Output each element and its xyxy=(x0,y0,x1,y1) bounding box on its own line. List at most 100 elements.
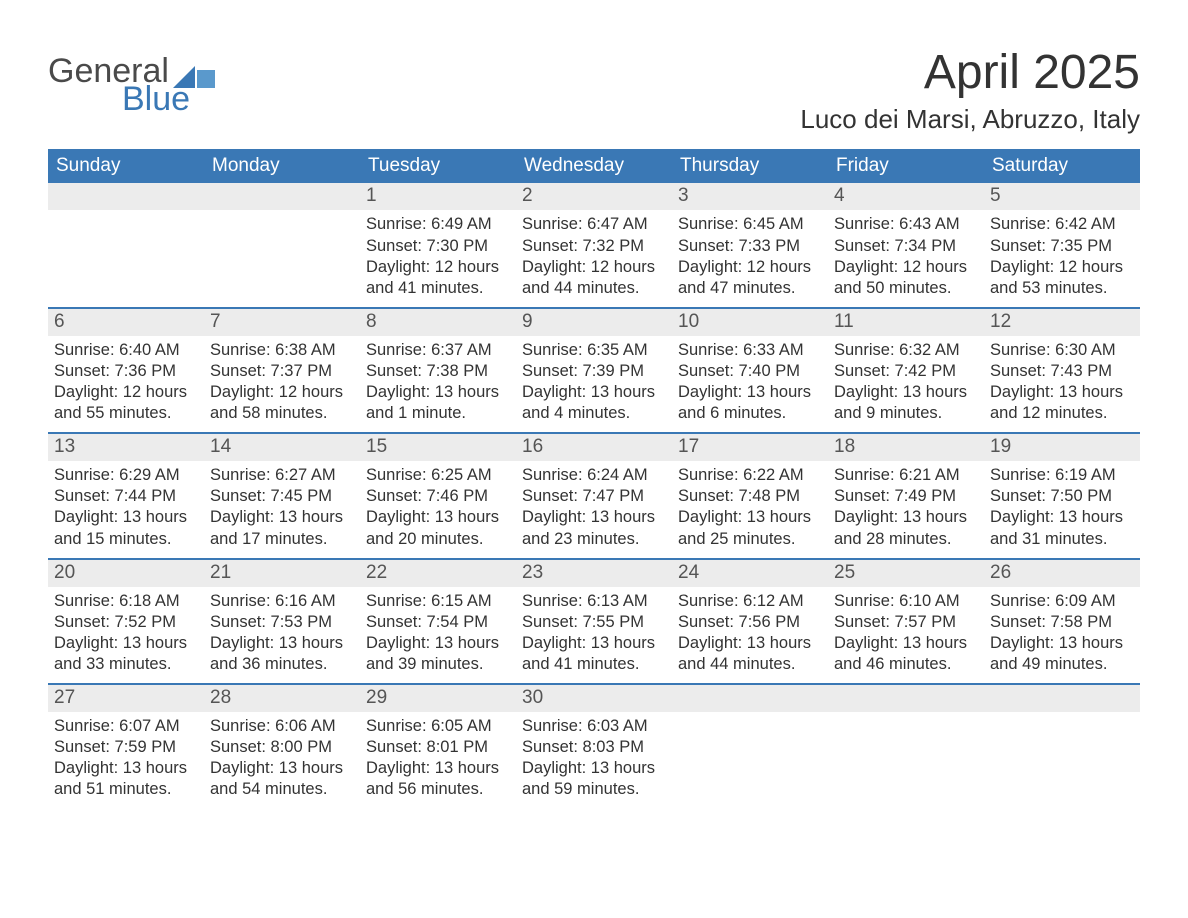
calendar-day: 27Sunrise: 6:07 AMSunset: 7:59 PMDayligh… xyxy=(48,685,204,808)
calendar-day xyxy=(204,183,360,306)
day-details: Sunrise: 6:37 AMSunset: 7:38 PMDaylight:… xyxy=(360,336,516,424)
calendar-day: 22Sunrise: 6:15 AMSunset: 7:54 PMDayligh… xyxy=(360,560,516,683)
day-number: 19 xyxy=(984,434,1140,461)
sunrise-text: Sunrise: 6:29 AM xyxy=(54,465,198,486)
day-number: 7 xyxy=(204,309,360,336)
day-details: Sunrise: 6:10 AMSunset: 7:57 PMDaylight:… xyxy=(828,587,984,675)
day-details: Sunrise: 6:13 AMSunset: 7:55 PMDaylight:… xyxy=(516,587,672,675)
day-details: Sunrise: 6:32 AMSunset: 7:42 PMDaylight:… xyxy=(828,336,984,424)
daylight-text: Daylight: 13 hours and 54 minutes. xyxy=(210,758,354,800)
sunset-text: Sunset: 7:30 PM xyxy=(366,236,510,257)
day-number: 9 xyxy=(516,309,672,336)
day-details: Sunrise: 6:47 AMSunset: 7:32 PMDaylight:… xyxy=(516,210,672,298)
day-number: 11 xyxy=(828,309,984,336)
sunset-text: Sunset: 8:03 PM xyxy=(522,737,666,758)
day-number: 13 xyxy=(48,434,204,461)
calendar-week: 1Sunrise: 6:49 AMSunset: 7:30 PMDaylight… xyxy=(48,183,1140,306)
day-number: 17 xyxy=(672,434,828,461)
sunrise-text: Sunrise: 6:13 AM xyxy=(522,591,666,612)
day-number: 8 xyxy=(360,309,516,336)
day-number xyxy=(828,685,984,712)
location-subtitle: Luco dei Marsi, Abruzzo, Italy xyxy=(800,104,1140,135)
sunrise-text: Sunrise: 6:42 AM xyxy=(990,214,1134,235)
sunset-text: Sunset: 7:34 PM xyxy=(834,236,978,257)
sunrise-text: Sunrise: 6:05 AM xyxy=(366,716,510,737)
sunrise-text: Sunrise: 6:43 AM xyxy=(834,214,978,235)
page-title: April 2025 xyxy=(800,48,1140,98)
sunset-text: Sunset: 7:50 PM xyxy=(990,486,1134,507)
daylight-text: Daylight: 13 hours and 56 minutes. xyxy=(366,758,510,800)
daylight-text: Daylight: 13 hours and 46 minutes. xyxy=(834,633,978,675)
day-details: Sunrise: 6:12 AMSunset: 7:56 PMDaylight:… xyxy=(672,587,828,675)
sunset-text: Sunset: 7:40 PM xyxy=(678,361,822,382)
day-number: 27 xyxy=(48,685,204,712)
sunrise-text: Sunrise: 6:38 AM xyxy=(210,340,354,361)
daylight-text: Daylight: 12 hours and 41 minutes. xyxy=(366,257,510,299)
sunset-text: Sunset: 7:52 PM xyxy=(54,612,198,633)
calendar: Sunday Monday Tuesday Wednesday Thursday… xyxy=(48,149,1140,808)
calendar-day: 17Sunrise: 6:22 AMSunset: 7:48 PMDayligh… xyxy=(672,434,828,557)
daylight-text: Daylight: 13 hours and 9 minutes. xyxy=(834,382,978,424)
day-details: Sunrise: 6:19 AMSunset: 7:50 PMDaylight:… xyxy=(984,461,1140,549)
day-number: 2 xyxy=(516,183,672,210)
sunset-text: Sunset: 7:54 PM xyxy=(366,612,510,633)
sunset-text: Sunset: 7:37 PM xyxy=(210,361,354,382)
calendar-day: 2Sunrise: 6:47 AMSunset: 7:32 PMDaylight… xyxy=(516,183,672,306)
daylight-text: Daylight: 13 hours and 23 minutes. xyxy=(522,507,666,549)
calendar-day: 23Sunrise: 6:13 AMSunset: 7:55 PMDayligh… xyxy=(516,560,672,683)
daylight-text: Daylight: 12 hours and 53 minutes. xyxy=(990,257,1134,299)
calendar-day: 4Sunrise: 6:43 AMSunset: 7:34 PMDaylight… xyxy=(828,183,984,306)
calendar-day: 15Sunrise: 6:25 AMSunset: 7:46 PMDayligh… xyxy=(360,434,516,557)
daylight-text: Daylight: 12 hours and 58 minutes. xyxy=(210,382,354,424)
brand-word2: Blue xyxy=(122,82,215,116)
daylight-text: Daylight: 12 hours and 47 minutes. xyxy=(678,257,822,299)
day-header: Monday xyxy=(204,149,360,183)
calendar-day: 1Sunrise: 6:49 AMSunset: 7:30 PMDaylight… xyxy=(360,183,516,306)
sunset-text: Sunset: 7:36 PM xyxy=(54,361,198,382)
day-details: Sunrise: 6:03 AMSunset: 8:03 PMDaylight:… xyxy=(516,712,672,800)
sunset-text: Sunset: 8:00 PM xyxy=(210,737,354,758)
sunset-text: Sunset: 7:42 PM xyxy=(834,361,978,382)
daylight-text: Daylight: 13 hours and 39 minutes. xyxy=(366,633,510,675)
sunset-text: Sunset: 7:57 PM xyxy=(834,612,978,633)
sunrise-text: Sunrise: 6:15 AM xyxy=(366,591,510,612)
day-details: Sunrise: 6:16 AMSunset: 7:53 PMDaylight:… xyxy=(204,587,360,675)
day-details: Sunrise: 6:29 AMSunset: 7:44 PMDaylight:… xyxy=(48,461,204,549)
sunset-text: Sunset: 7:59 PM xyxy=(54,737,198,758)
day-details: Sunrise: 6:09 AMSunset: 7:58 PMDaylight:… xyxy=(984,587,1140,675)
daylight-text: Daylight: 13 hours and 59 minutes. xyxy=(522,758,666,800)
sunrise-text: Sunrise: 6:32 AM xyxy=(834,340,978,361)
day-number: 16 xyxy=(516,434,672,461)
day-details: Sunrise: 6:25 AMSunset: 7:46 PMDaylight:… xyxy=(360,461,516,549)
calendar-day: 19Sunrise: 6:19 AMSunset: 7:50 PMDayligh… xyxy=(984,434,1140,557)
day-details: Sunrise: 6:27 AMSunset: 7:45 PMDaylight:… xyxy=(204,461,360,549)
sunset-text: Sunset: 7:33 PM xyxy=(678,236,822,257)
calendar-day xyxy=(828,685,984,808)
calendar-day xyxy=(672,685,828,808)
calendar-day: 18Sunrise: 6:21 AMSunset: 7:49 PMDayligh… xyxy=(828,434,984,557)
daylight-text: Daylight: 13 hours and 44 minutes. xyxy=(678,633,822,675)
day-number: 18 xyxy=(828,434,984,461)
day-details: Sunrise: 6:24 AMSunset: 7:47 PMDaylight:… xyxy=(516,461,672,549)
calendar-day xyxy=(48,183,204,306)
calendar-day: 21Sunrise: 6:16 AMSunset: 7:53 PMDayligh… xyxy=(204,560,360,683)
sunrise-text: Sunrise: 6:24 AM xyxy=(522,465,666,486)
sunrise-text: Sunrise: 6:47 AM xyxy=(522,214,666,235)
day-details: Sunrise: 6:49 AMSunset: 7:30 PMDaylight:… xyxy=(360,210,516,298)
calendar-day: 12Sunrise: 6:30 AMSunset: 7:43 PMDayligh… xyxy=(984,309,1140,432)
day-number: 25 xyxy=(828,560,984,587)
day-number: 30 xyxy=(516,685,672,712)
sunrise-text: Sunrise: 6:09 AM xyxy=(990,591,1134,612)
sunrise-text: Sunrise: 6:30 AM xyxy=(990,340,1134,361)
day-header: Sunday xyxy=(48,149,204,183)
day-number xyxy=(984,685,1140,712)
day-number: 4 xyxy=(828,183,984,210)
calendar-day: 24Sunrise: 6:12 AMSunset: 7:56 PMDayligh… xyxy=(672,560,828,683)
day-details: Sunrise: 6:45 AMSunset: 7:33 PMDaylight:… xyxy=(672,210,828,298)
sunset-text: Sunset: 7:43 PM xyxy=(990,361,1134,382)
calendar-day: 10Sunrise: 6:33 AMSunset: 7:40 PMDayligh… xyxy=(672,309,828,432)
top-bar: General Blue April 2025 Luco dei Marsi, … xyxy=(48,48,1140,135)
sunset-text: Sunset: 7:38 PM xyxy=(366,361,510,382)
calendar-week: 20Sunrise: 6:18 AMSunset: 7:52 PMDayligh… xyxy=(48,558,1140,683)
day-header: Thursday xyxy=(672,149,828,183)
